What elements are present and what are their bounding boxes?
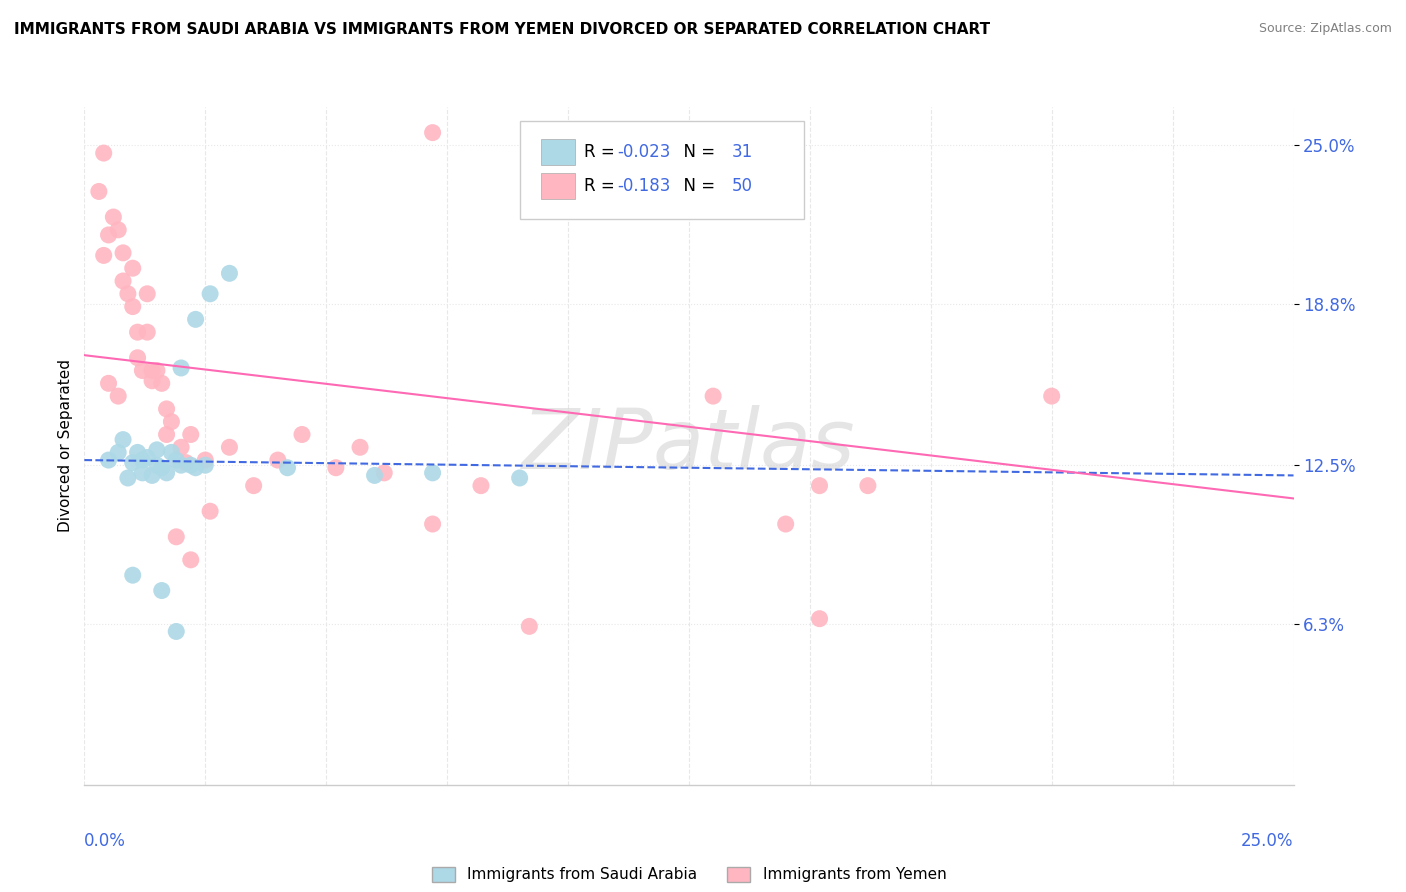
Point [107,445,129,459]
Point [112,274,135,288]
Point [808,612,831,626]
Point [127,325,149,339]
Text: ZIPatlas: ZIPatlas [522,406,856,486]
Point [325,460,347,475]
Point [194,458,217,473]
Point [117,286,139,301]
Point [198,504,221,518]
Point [150,460,173,475]
Point [127,351,149,365]
Point [363,468,385,483]
Point [117,471,139,485]
Point [422,126,444,140]
Point [184,460,207,475]
Point [174,456,197,470]
Text: 25.0%: 25.0% [1241,832,1294,850]
Point [1040,389,1063,403]
Point [87,185,110,199]
Point [121,568,143,582]
Point [218,266,240,280]
Point [242,478,264,492]
Point [93,248,115,262]
Point [107,223,129,237]
Point [141,363,163,377]
Point [136,325,159,339]
Text: R =: R = [583,177,620,194]
FancyBboxPatch shape [520,120,804,219]
Point [131,363,153,377]
FancyBboxPatch shape [541,139,575,165]
Point [150,583,173,598]
Text: 50: 50 [731,177,752,194]
Point [146,458,169,473]
Point [155,427,177,442]
Point [155,401,177,416]
Point [198,286,221,301]
Point [170,361,193,376]
Point [165,453,187,467]
Point [856,478,879,492]
Text: -0.023: -0.023 [617,143,671,161]
Point [121,261,143,276]
Point [184,312,207,326]
Point [276,460,298,475]
Text: N =: N = [673,143,721,161]
Point [180,458,202,473]
Point [517,619,540,633]
Point [112,245,135,260]
Point [146,363,169,377]
Point [470,478,492,492]
Point [103,210,125,224]
Point [160,415,183,429]
Text: Source: ZipAtlas.com: Source: ZipAtlas.com [1258,22,1392,36]
Point [194,453,217,467]
Point [509,471,531,485]
Text: 31: 31 [731,143,752,161]
Point [422,466,444,480]
Point [291,427,314,442]
Point [165,624,187,639]
Point [775,516,797,531]
Point [97,227,120,242]
FancyBboxPatch shape [541,173,575,199]
Point [180,553,202,567]
Text: N =: N = [673,177,721,194]
Point [165,530,187,544]
Point [131,466,153,480]
Point [107,389,129,403]
Point [127,445,149,459]
Point [160,445,183,459]
Point [146,442,169,457]
Point [267,453,290,467]
Point [373,466,395,480]
Point [422,516,444,531]
Text: -0.183: -0.183 [617,177,671,194]
Point [170,440,193,454]
Y-axis label: Divorced or Separated: Divorced or Separated [58,359,73,533]
Point [654,159,676,173]
Point [180,427,202,442]
Point [97,376,120,391]
Point [93,146,115,161]
Point [170,458,193,473]
Point [121,456,143,470]
Point [131,453,153,467]
Point [141,468,163,483]
Point [150,376,173,391]
Point [112,433,135,447]
Point [136,286,159,301]
Point [141,374,163,388]
Point [97,453,120,467]
Point [349,440,371,454]
Point [808,478,831,492]
Text: IMMIGRANTS FROM SAUDI ARABIA VS IMMIGRANTS FROM YEMEN DIVORCED OR SEPARATED CORR: IMMIGRANTS FROM SAUDI ARABIA VS IMMIGRAN… [14,22,990,37]
Text: R =: R = [583,143,620,161]
Point [155,466,177,480]
Point [218,440,240,454]
Legend: Immigrants from Saudi Arabia, Immigrants from Yemen: Immigrants from Saudi Arabia, Immigrants… [426,861,952,888]
Point [136,450,159,465]
Point [121,300,143,314]
Point [702,389,724,403]
Text: 0.0%: 0.0% [84,832,127,850]
